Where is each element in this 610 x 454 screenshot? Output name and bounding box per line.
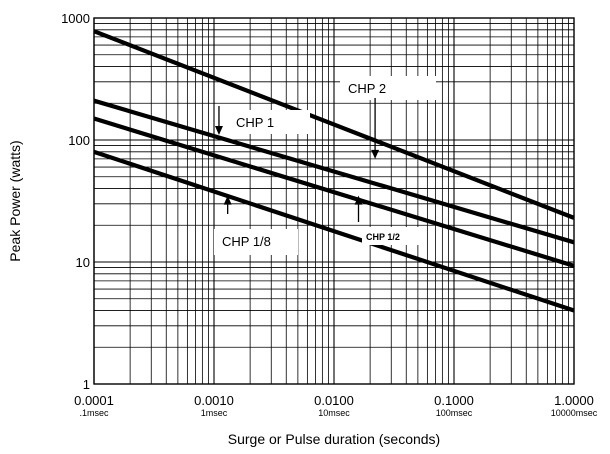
y-tick-label: 100 (68, 133, 90, 148)
label-box-chp-1 (228, 110, 310, 134)
x-tick-sublabel: 10000msec (551, 408, 598, 418)
x-tick-sublabel: .1msec (79, 408, 109, 418)
label-box-chp-1-8 (214, 229, 298, 255)
x-tick-sublabel: 100msec (436, 408, 473, 418)
plot-frame (93, 17, 575, 385)
chp-1-8-arrowhead (223, 195, 232, 205)
y-axis-ticks: 1 10 100 1000 (61, 11, 90, 392)
chp-2-arrowhead (371, 149, 380, 159)
y-tick-label: 1000 (61, 11, 90, 26)
grid (93, 18, 574, 385)
series-lines (93, 29, 575, 313)
x-tick-label: 0.0100 (314, 393, 354, 408)
y-tick-label: 10 (76, 255, 90, 270)
y-axis-title: Peak Power (watts) (7, 140, 23, 261)
x-tick-label: 0.0001 (74, 393, 114, 408)
label-chp-1-2: CHP 1/2 (366, 232, 400, 242)
x-tick-sublabel: 1msec (201, 408, 228, 418)
series-line-chp-1-8 (93, 149, 575, 313)
annotations: CHP 2 CHP 1 CHP 1/8 CHP 1/2 (214, 76, 436, 255)
x-tick-sublabel: 10msec (318, 408, 350, 418)
label-chp-2: CHP 2 (348, 81, 386, 96)
x-axis-title: Surge or Pulse duration (seconds) (228, 431, 440, 447)
label-box-chp-1-2 (362, 227, 420, 245)
label-box-chp-2 (340, 76, 436, 100)
x-tick-label: 1.0000 (554, 393, 594, 408)
series-line-chp-1 (93, 98, 575, 245)
chp-1-arrowhead (214, 125, 223, 135)
chp-1-2-arrowhead (354, 195, 363, 205)
label-chp-1: CHP 1 (236, 115, 274, 130)
series-line-chp-1-2 (93, 116, 575, 268)
x-tick-label: 0.0010 (194, 393, 234, 408)
y-tick-label: 1 (83, 377, 90, 392)
series-line-chp-2 (93, 29, 575, 220)
label-chp-1-8: CHP 1/8 (222, 234, 271, 249)
x-tick-label: 0.1000 (434, 393, 474, 408)
